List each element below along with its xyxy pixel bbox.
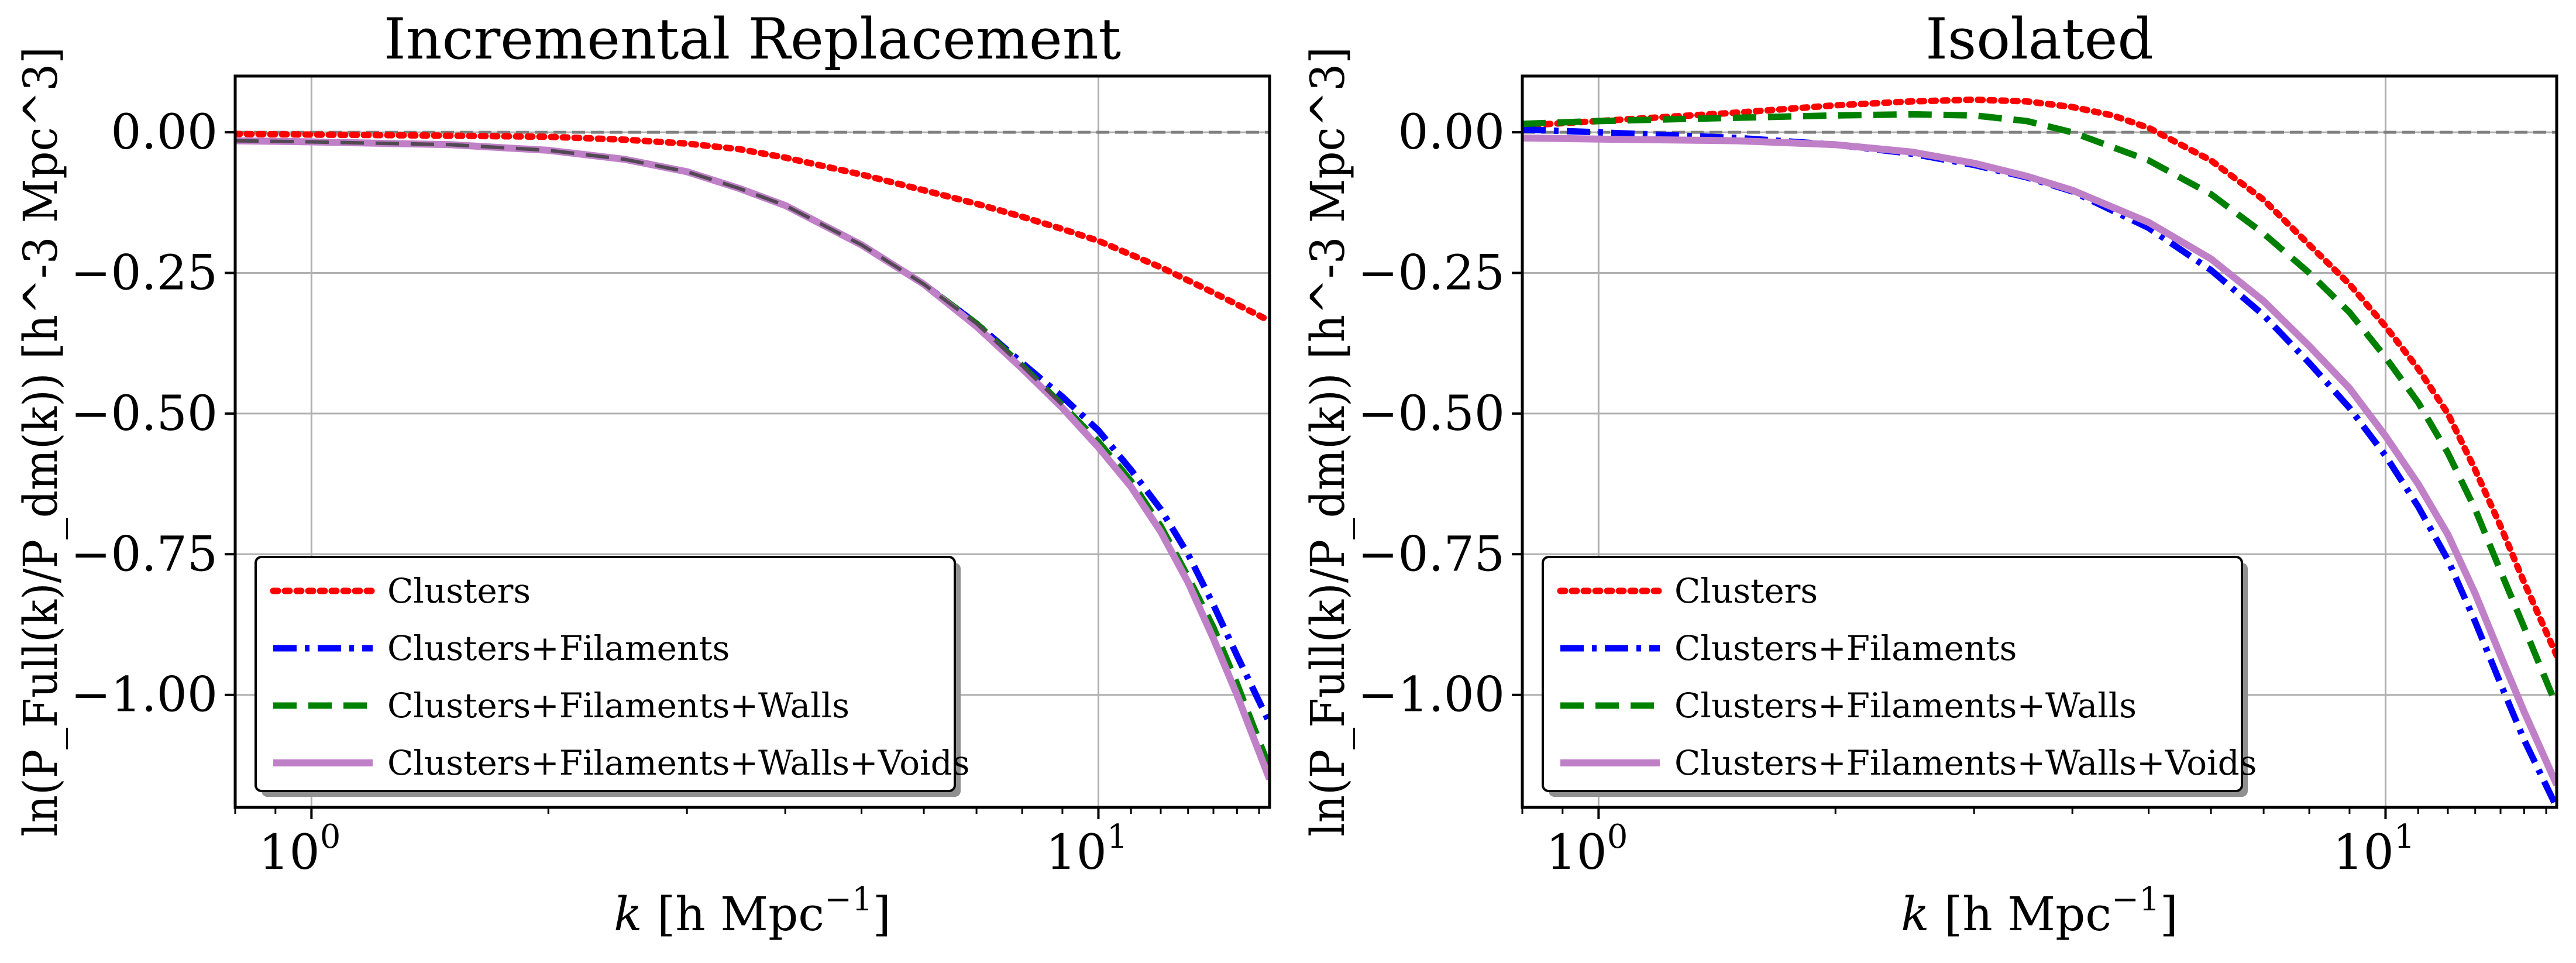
legend-entry: Clusters [1674,571,1818,611]
ytick-label: −0.25 [71,246,218,301]
legend-entry: Clusters [387,571,531,611]
legend-entry: Clusters+Filaments+Walls [387,686,850,725]
chart-panel-isolated: 0.00 −0.25 −0.50 −0.75 −1.00 100 101 Isolated k … [1301,6,2558,941]
chart-title: Isolated [1925,6,2154,72]
ytick-label: −0.75 [1358,527,1505,582]
x-axis-label: k [h Mpc−1] [1901,881,2178,941]
legend-entry: Clusters+Filaments [387,628,730,668]
y-axis-label: ln(P_Full(k)/P_dm(k)) [h^-3 Mpc^3] [13,47,68,837]
series-group [235,130,1270,781]
ytick-label: −0.75 [71,527,218,582]
chart-panel-incremental: 0.00 −0.25 −0.50 −0.75 −1.00 100 101 Incrementa… [13,6,1271,941]
ytick-label: 0.00 [111,105,218,160]
series-group [1522,96,2557,807]
legend: Clusters Clusters+Filaments Clusters+Filam… [254,556,970,797]
ytick-label: −1.00 [71,668,218,723]
xtick-label: 101 [2333,818,2415,881]
ytick-label: −1.00 [1358,668,1505,723]
legend-entry: Clusters+Filaments+Walls+Voids [387,743,970,783]
ytick-label: −0.25 [1358,246,1505,301]
legend-entry: Clusters+Filaments+Walls [1674,686,2137,725]
legend: Clusters Clusters+Filaments Clusters+Filam… [1542,556,2257,797]
x-axis-label: k [h Mpc−1] [614,881,891,941]
axes-frame [233,74,1271,809]
legend-entry: Clusters+Filaments+Walls+Voids [1674,743,2257,783]
ytick-label: −0.50 [1358,386,1505,442]
series-line-clusters-filaments-walls-voids [1522,134,2557,786]
legend-entry: Clusters+Filaments [1674,628,2017,668]
ytick-label: 0.00 [1398,105,1505,160]
series-line-clusters [1522,96,2557,659]
y-axis-label: ln(P_Full(k)/P_dm(k)) [h^-3 Mpc^3] [1301,47,1355,837]
series-overlap-shadow [235,139,1064,407]
series-line-clusters-filaments-walls [1522,111,2557,708]
series-line-clusters [235,130,1270,324]
xtick-label: 100 [1546,818,1628,881]
legend-box [254,556,956,792]
axes-frame [1521,74,2558,809]
xtick-label: 101 [1045,818,1127,881]
xtick-label: 100 [259,818,341,881]
chart-title: Incremental Replacement [384,6,1121,72]
legend-box [1542,556,2243,792]
ytick-label: −0.50 [71,386,218,442]
